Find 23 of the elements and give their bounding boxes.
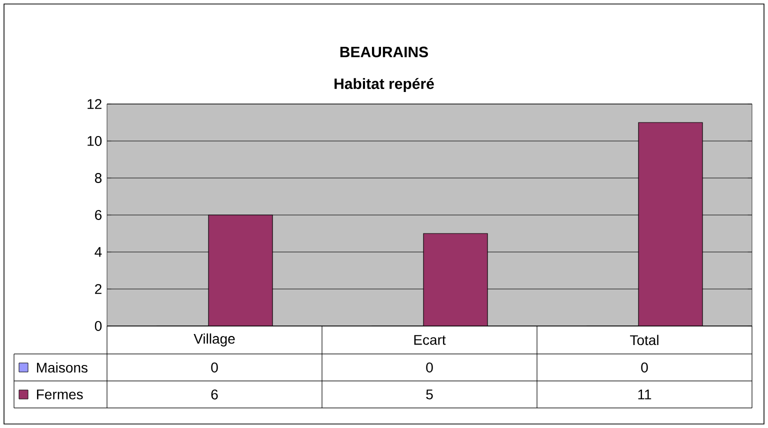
data-label: 5: [426, 390, 433, 400]
legend-label: Fermes: [37, 390, 83, 400]
x-tick-label: Total: [630, 334, 658, 346]
y-tick-label: 0: [94, 321, 102, 331]
bar: [423, 233, 488, 326]
data-label: 0: [426, 362, 433, 372]
chart-subtitle: Habitat repéré: [334, 78, 434, 92]
y-tick-label: 8: [94, 173, 102, 183]
y-tick-label: 6: [95, 210, 102, 220]
y-tick-label: 12: [88, 99, 102, 109]
y-tick-label: 10: [88, 136, 102, 146]
data-label: 0: [211, 362, 218, 372]
bar: [638, 122, 703, 326]
y-tick-label: 4: [94, 247, 102, 257]
legend-label: Maisons: [37, 362, 88, 373]
x-tick-label: Village: [194, 333, 235, 347]
x-tick-label: Ecart: [414, 335, 446, 345]
data-label: 6: [211, 390, 218, 400]
data-label: 0: [641, 362, 648, 372]
data-label: 11: [638, 390, 652, 400]
y-tick-label: 2: [95, 284, 102, 294]
bar: [208, 214, 273, 326]
chart-title: BEAURAINS: [340, 46, 428, 58]
